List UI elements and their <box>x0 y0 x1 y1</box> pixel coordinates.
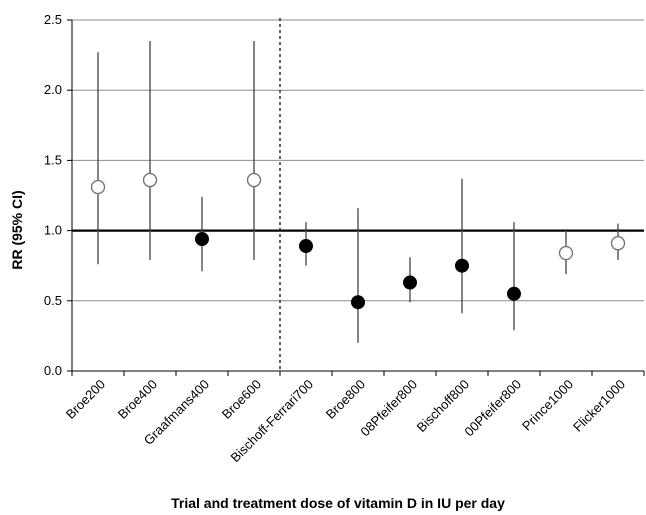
data-point-filled <box>507 286 521 301</box>
data-point-filled <box>351 295 365 310</box>
axes <box>67 18 645 376</box>
data-point-open <box>558 245 574 261</box>
data-point-open <box>142 172 158 188</box>
y-tick-label: 2.0 <box>44 82 62 97</box>
x-tick-label: Prince1000 <box>519 377 576 434</box>
data-point-filled <box>455 258 469 273</box>
data-point-open <box>610 236 626 251</box>
data-marks <box>90 41 626 343</box>
x-tick-label: Flicker1000 <box>570 377 628 435</box>
y-tick-label: 0.5 <box>44 293 62 308</box>
x-tick-label: Broe400 <box>115 377 160 422</box>
data-point-open <box>246 172 262 188</box>
data-point-filled <box>195 232 209 247</box>
data-point-filled <box>403 275 417 290</box>
x-tick-label: Broe600 <box>219 377 264 422</box>
y-tick-label: 2.5 <box>44 12 62 27</box>
y-tick-label: 1.0 <box>44 223 62 238</box>
x-tick-label: Broe200 <box>63 377 108 422</box>
data-point-filled <box>299 239 313 254</box>
x-tick-label: Broe800 <box>323 377 368 422</box>
x-axis-title: Trial and treatment dose of vitamin D in… <box>171 495 505 511</box>
y-axis-title: RR (95% CI) <box>9 190 25 269</box>
data-point-open <box>90 179 106 195</box>
y-tick-label: 0.0 <box>44 363 62 378</box>
y-tick-label: 1.5 <box>44 152 62 167</box>
